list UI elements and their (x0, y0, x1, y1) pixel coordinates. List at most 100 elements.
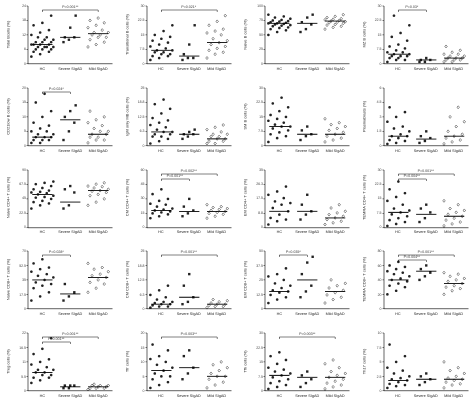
data-point (32, 376, 35, 380)
data-point (98, 188, 102, 193)
data-point (286, 378, 290, 381)
y-tick-label: 0 (142, 307, 145, 312)
data-point (62, 206, 65, 210)
x-tick-label: HC (276, 230, 283, 235)
data-point (63, 384, 67, 387)
data-point (396, 136, 400, 140)
data-point (38, 141, 42, 145)
x-tick-label: HC (276, 66, 283, 71)
x-tick-label: Mild SIgAD (88, 230, 108, 235)
data-point (289, 372, 292, 375)
data-point (62, 387, 65, 390)
data-point (398, 376, 402, 380)
y-tick-label: 75 (259, 18, 263, 23)
chart-svg (382, 332, 468, 392)
x-tick-label: HC (39, 66, 46, 71)
y-tick-label: 22.5 (137, 18, 145, 23)
chart-panel: 0 22.5 45 67.5 90 HC Severe SIgAD Mild SIgAD Nai… (0, 164, 119, 246)
data-point (267, 366, 270, 370)
data-point (417, 384, 421, 387)
p-value-label: P=0.035* (285, 250, 301, 255)
data-point (462, 371, 466, 376)
data-point (52, 276, 55, 280)
data-point (204, 202, 209, 207)
x-tick-label: Severe SIgAD (58, 393, 83, 398)
y-axis-label: SM B cells (%) (242, 103, 248, 130)
y-tick-label: 67.5 (19, 182, 26, 187)
data-point (443, 380, 448, 385)
x-tick-label: Severe SIgAD (295, 393, 320, 398)
data-point (88, 386, 92, 391)
data-point (187, 197, 190, 200)
data-point (180, 303, 184, 306)
significance-bracket (42, 91, 71, 94)
data-point (157, 139, 160, 143)
data-point (41, 347, 44, 351)
data-point (462, 54, 466, 58)
data-point (282, 15, 286, 18)
data-point (63, 187, 67, 191)
data-point (49, 283, 53, 286)
data-point (157, 121, 160, 124)
y-tick-label: 0 (379, 225, 382, 230)
data-point (289, 201, 292, 204)
data-point (441, 198, 446, 203)
data-point (34, 40, 38, 44)
data-point (385, 60, 389, 64)
data-point (41, 284, 44, 288)
data-point (394, 385, 397, 388)
data-point (74, 103, 77, 107)
y-tick-label: 7.5 (376, 210, 382, 215)
data-point (106, 129, 110, 134)
chart-panel: 0 20 40 60 80 HC Severe SIgAD Mild SIgAD P=0.001… (356, 245, 474, 327)
data-point (387, 187, 391, 191)
data-point (67, 387, 71, 390)
data-point (403, 220, 406, 223)
data-point (304, 27, 308, 31)
data-point (30, 206, 33, 210)
data-point (212, 29, 217, 33)
y-axis-label: CM CD8+ T cells (%) (124, 261, 130, 299)
significance-bracket (397, 9, 426, 12)
y-tick-label: 7.5 (258, 374, 263, 379)
data-point (67, 129, 71, 133)
y-tick-label: 15 (140, 32, 145, 37)
y-tick-label: 80 (377, 249, 382, 254)
data-point (38, 52, 42, 56)
data-point (92, 185, 96, 190)
y-tick-label: 7.5 (139, 47, 145, 52)
data-point (163, 296, 167, 299)
data-point (284, 383, 288, 387)
data-point (88, 135, 92, 139)
y-tick-label: 6 (379, 85, 382, 90)
p-value-label: P=0.024* (48, 86, 64, 91)
data-point (269, 113, 272, 117)
y-tick-label: 10 (140, 360, 145, 365)
data-point (396, 179, 400, 183)
data-point (306, 125, 309, 128)
x-tick-label: Mild SIgAD (325, 393, 345, 398)
data-point (392, 126, 395, 130)
data-point (206, 377, 211, 382)
data-point (159, 375, 163, 378)
y-tick-label: 25 (140, 85, 145, 90)
data-point (96, 16, 100, 20)
data-point (150, 192, 154, 195)
data-point (208, 208, 213, 212)
data-point (43, 181, 46, 184)
data-point (182, 355, 185, 358)
data-point (215, 46, 219, 51)
data-point (284, 115, 288, 118)
data-point (41, 40, 44, 44)
data-point (30, 299, 33, 303)
data-point (47, 266, 51, 270)
data-point (428, 136, 432, 140)
y-tick-label: 20 (22, 85, 26, 90)
data-point (341, 213, 345, 218)
data-point (282, 278, 286, 282)
data-point (148, 386, 152, 390)
chart-svg (145, 5, 231, 65)
data-point (204, 31, 209, 35)
data-point (90, 274, 94, 279)
significance-bracket (160, 9, 217, 12)
